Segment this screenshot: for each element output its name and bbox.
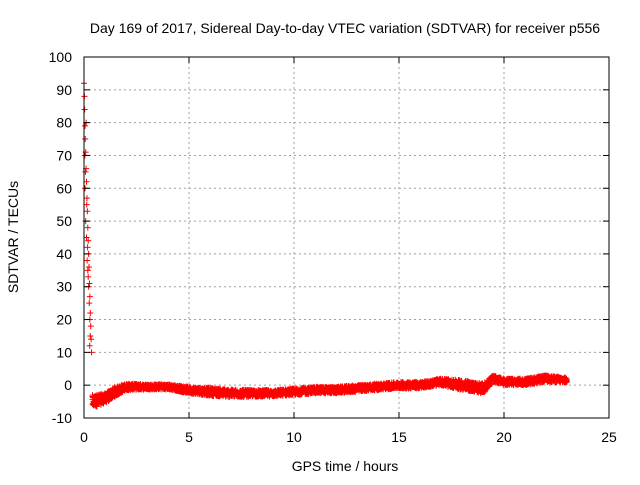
data-point	[85, 237, 92, 244]
y-tick-label: 60	[56, 180, 72, 196]
y-tick-label: 20	[56, 312, 72, 328]
data-point	[82, 168, 89, 175]
axis-ticks: 0 5 10 15 20 25 -10 0 10 20 30 40 50 60 70 80 90 100	[49, 49, 617, 445]
data-point	[86, 293, 93, 300]
data-point	[564, 378, 571, 385]
data-point	[84, 208, 91, 215]
y-tick-label: 40	[56, 246, 72, 262]
y-axis-label: SDTVAR / TECUs	[5, 181, 21, 293]
y-tick-label: 10	[56, 344, 72, 360]
data-point	[84, 244, 91, 251]
data-point	[82, 136, 89, 143]
chart-title: Day 169 of 2017, Sidereal Day-to-day VTE…	[90, 20, 600, 36]
data-point	[87, 323, 94, 330]
data-point	[86, 280, 93, 287]
data-point	[86, 300, 93, 307]
plot-frame	[83, 56, 610, 419]
data-point	[87, 309, 94, 316]
x-tick-label: 25	[601, 429, 617, 445]
data-point	[82, 122, 89, 129]
y-tick-label: 30	[56, 279, 72, 295]
grid-lines	[84, 57, 609, 418]
data-point	[84, 257, 91, 264]
y-tick-label: 0	[64, 377, 72, 393]
data-point	[83, 178, 90, 185]
y-tick-label: 100	[49, 49, 73, 65]
x-tick-label: 20	[496, 429, 512, 445]
data-point	[83, 201, 90, 208]
data-point	[83, 195, 90, 202]
data-point	[86, 342, 93, 349]
y-tick-label: -10	[52, 410, 72, 426]
data-point	[563, 378, 570, 385]
data-point	[85, 273, 92, 280]
data-points	[81, 80, 571, 410]
x-tick-label: 10	[286, 429, 302, 445]
y-tick-label: 80	[56, 115, 72, 131]
data-point	[84, 267, 91, 274]
x-tick-label: 15	[391, 429, 407, 445]
x-tick-label: 0	[80, 429, 88, 445]
data-point	[87, 332, 94, 339]
y-tick-label: 90	[56, 82, 72, 98]
x-axis-label: GPS time / hours	[292, 458, 399, 474]
data-point	[482, 387, 489, 394]
data-point	[86, 264, 93, 271]
data-point	[83, 234, 90, 241]
data-point	[81, 106, 88, 113]
y-tick-label: 50	[56, 213, 72, 229]
x-tick-label: 5	[185, 429, 193, 445]
y-tick-label: 70	[56, 147, 72, 163]
data-point	[84, 224, 91, 231]
data-point	[88, 336, 95, 343]
